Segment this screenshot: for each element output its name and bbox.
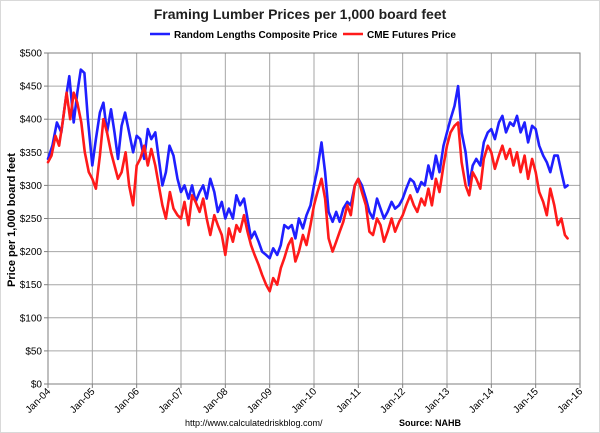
x-tick-label: Jan-08 (201, 386, 231, 416)
axes (44, 52, 581, 388)
grid (47, 52, 581, 385)
y-tick-label: $50 (25, 346, 42, 357)
x-tick-label: Jan-10 (290, 386, 320, 416)
x-tick-label: Jan-14 (467, 386, 497, 416)
y-tick-label: $500 (20, 49, 43, 60)
y-tick-label: $300 (20, 181, 43, 192)
y-tick-label: $100 (20, 313, 43, 324)
y-tick-label: $250 (20, 214, 43, 225)
x-axis-ticks: Jan-04 Jan-05 Jan-06 Jan-07 Jan-08 Jan-09 Jan-… (24, 386, 586, 416)
x-tick-label: Jan-07 (157, 386, 187, 416)
series-line-1 (46, 68, 569, 260)
x-tick-label: Jan-05 (68, 386, 98, 416)
y-tick-label: $150 (20, 280, 43, 291)
series-lines (46, 68, 569, 293)
x-tick-label: Jan-16 (556, 386, 586, 416)
y-axis-title: Price per 1,000 board feet (6, 153, 18, 287)
y-tick-label: $200 (20, 247, 43, 258)
x-tick-label: Jan-06 (112, 386, 142, 416)
footer-source: Source: NAHB (399, 418, 462, 428)
x-tick-label: Jan-12 (378, 386, 408, 416)
footer-url: http://www.calculatedriskblog.com/ (185, 418, 323, 428)
y-tick-label: $0 (31, 380, 43, 391)
x-tick-label: Jan-09 (245, 386, 275, 416)
chart-title: Framing Lumber Prices per 1,000 board fe… (153, 6, 447, 22)
y-tick-label: $450 (20, 82, 43, 93)
x-tick-label: Jan-15 (511, 386, 541, 416)
y-axis-ticks: $0 $50 $100 $150 $200 $250 $300 $350 $400 $450 $50… (20, 49, 43, 391)
y-tick-label: $400 (20, 115, 43, 126)
legend-label: Random Lengths Composite Price (174, 30, 338, 41)
x-tick-label: Jan-11 (335, 386, 364, 415)
legend-label: CME Futures Price (367, 30, 456, 41)
y-tick-label: $350 (20, 148, 43, 159)
legend: Random Lengths Composite Price CME Future… (150, 30, 456, 41)
x-tick-label: Jan-13 (423, 386, 453, 416)
series-line-2 (46, 91, 569, 293)
